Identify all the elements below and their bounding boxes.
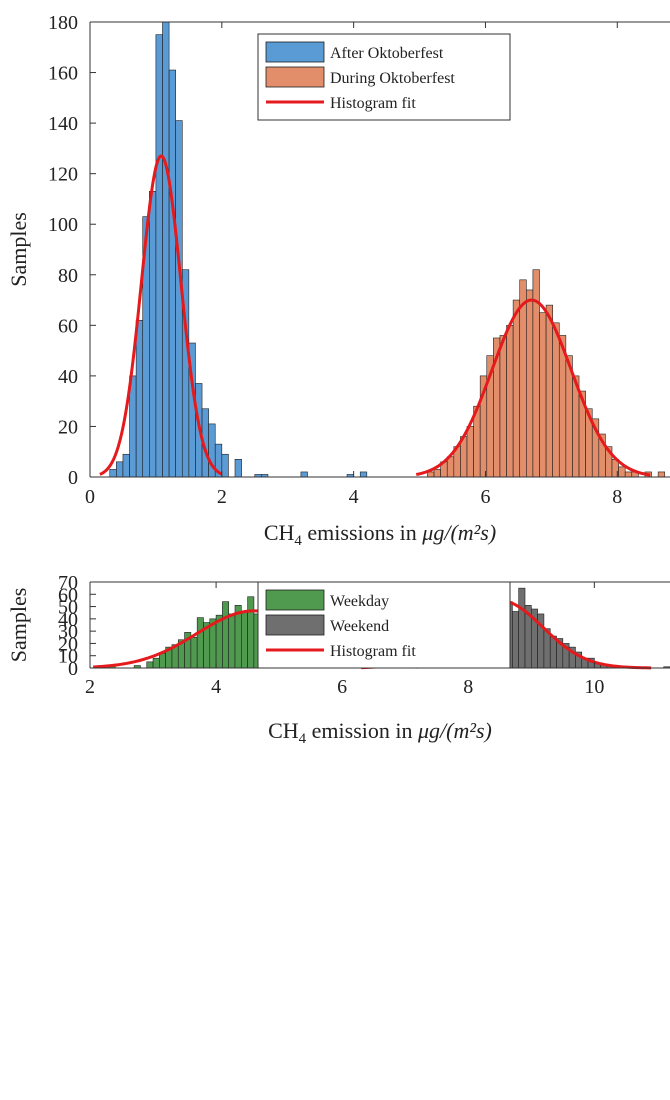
histogram-bar <box>618 466 626 478</box>
y-tick-label: 80 <box>58 265 78 287</box>
x-tick-label: 6 <box>337 676 347 698</box>
y-tick-label: 100 <box>48 214 78 236</box>
x-axis-label: CH4 emissions in μg/(m²s) <box>264 520 496 549</box>
y-tick-label: 40 <box>58 366 78 388</box>
histogram-bar <box>221 453 229 478</box>
histogram-bar <box>526 289 534 478</box>
legend: After Oktoberfest During Oktoberfest Histo… <box>257 33 511 121</box>
legend-swatch <box>265 66 325 88</box>
fit-curve <box>415 298 651 477</box>
y-tick-label: 20 <box>58 416 78 438</box>
y-tick-label: 50 <box>58 597 78 619</box>
histogram-bar <box>466 426 474 478</box>
legend-label: Histogram fit <box>330 95 416 112</box>
legend: Weekday Weekend Histogram fit <box>257 581 511 669</box>
histogram-bar <box>300 471 308 478</box>
chart-oktoberfest: 0 2 4 6 8020406080100120140160180SamplesCH4 … <box>6 12 670 549</box>
y-axis-label: Samples <box>6 212 31 287</box>
y-tick-label: 10 <box>58 646 78 668</box>
histogram-bar <box>149 191 157 478</box>
histogram-bar <box>506 325 514 478</box>
y-tick-label: 0 <box>68 467 78 489</box>
legend-swatch <box>265 41 325 63</box>
histogram-bar <box>519 279 527 478</box>
histogram-bar <box>247 596 255 669</box>
histogram-bar <box>116 461 124 478</box>
x-tick-label: 4 <box>349 486 359 508</box>
x-axis-label: CH4 emission in μg/(m²s) <box>268 718 492 747</box>
legend-swatch <box>265 614 325 636</box>
histogram-bar <box>624 471 633 478</box>
legend-label: During Oktoberfest <box>330 70 455 87</box>
y-tick-label: 40 <box>58 609 78 631</box>
histogram-bar <box>228 613 236 669</box>
histogram-bar <box>222 601 229 669</box>
legend-label: Histogram fit <box>330 643 416 660</box>
legend-swatch <box>265 589 325 611</box>
y-tick-label: 60 <box>58 584 78 606</box>
x-tick-label: 10 <box>584 676 604 698</box>
histogram-bar <box>196 617 204 669</box>
x-tick-label: 0 <box>85 486 95 508</box>
x-tick-label: 2 <box>85 676 95 698</box>
y-tick-label: 180 <box>48 12 78 34</box>
legend-label: Weekend <box>330 618 389 635</box>
x-tick-label: 8 <box>463 676 473 698</box>
histogram-bar <box>122 453 130 478</box>
x-tick-label: 8 <box>612 486 622 508</box>
histogram-bar <box>234 459 242 478</box>
y-axis-label: Samples <box>6 588 31 663</box>
histogram-bar <box>539 312 547 478</box>
y-tick-label: 120 <box>48 164 78 186</box>
y-tick-label: 30 <box>58 621 78 643</box>
histogram-bar <box>159 652 166 669</box>
x-tick-label: 2 <box>217 486 227 508</box>
y-tick-label: 70 <box>58 572 78 594</box>
y-tick-label: 160 <box>48 63 78 85</box>
y-tick-label: 0 <box>68 658 78 680</box>
histogram-bar <box>512 611 519 669</box>
histogram-bar <box>545 304 553 478</box>
x-tick-label: 6 <box>480 486 490 508</box>
histogram-bar <box>190 636 198 669</box>
histogram-bar <box>657 471 666 478</box>
histogram-bar <box>155 34 163 478</box>
histogram-bar <box>512 299 521 478</box>
legend-label: After Oktoberfest <box>330 45 444 62</box>
histogram-bar <box>135 319 144 478</box>
y-tick-label: 20 <box>58 633 78 655</box>
histogram-bar <box>146 661 154 669</box>
histogram-bar <box>152 657 160 669</box>
plot-area <box>99 21 666 478</box>
histogram-bar <box>518 587 526 669</box>
y-tick-label: 140 <box>48 113 78 135</box>
series-during-oktoberfest <box>427 269 666 478</box>
histogram-bar <box>359 471 368 478</box>
fit-curve <box>99 154 223 476</box>
legend-label: Weekday <box>330 593 389 610</box>
histogram-bar <box>433 469 441 478</box>
histogram-bar <box>168 69 176 478</box>
y-tick-label: 60 <box>58 315 78 337</box>
histogram-bar <box>499 335 507 478</box>
histogram-bar <box>109 469 117 478</box>
x-tick-label: 4 <box>211 676 221 698</box>
histogram-bar <box>162 21 170 478</box>
histogram-bar <box>241 611 248 669</box>
histogram-bar <box>552 322 560 478</box>
